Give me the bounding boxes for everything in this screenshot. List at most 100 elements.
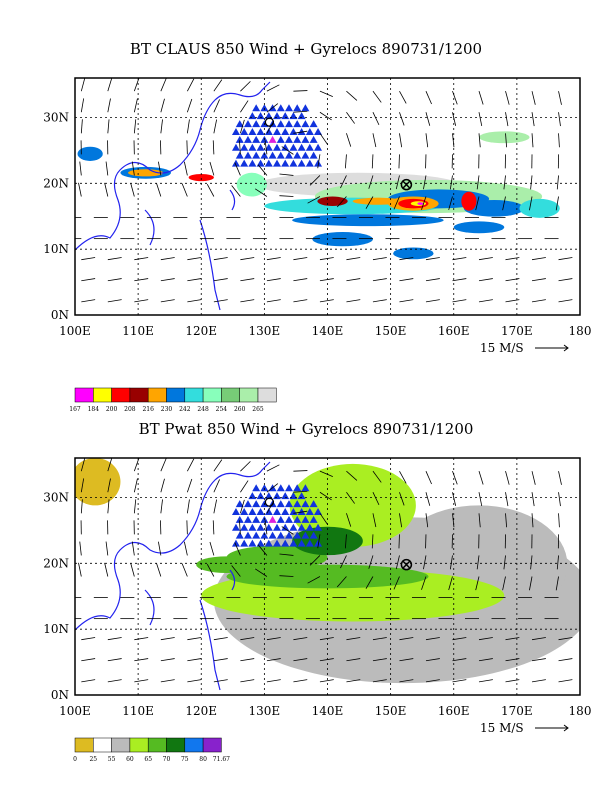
wind-vector	[531, 679, 546, 683]
wind-vector	[254, 568, 268, 577]
field-blob	[312, 232, 373, 247]
gyre-location-marker	[231, 159, 240, 167]
wind-vector	[452, 278, 467, 282]
wind-vector	[505, 112, 509, 127]
wind-vector	[105, 161, 109, 176]
wind-vector	[240, 299, 255, 303]
gyre-location-marker	[276, 484, 285, 492]
wind-vector	[558, 637, 573, 641]
gyre-location-marker	[256, 507, 265, 515]
wind-reference-arrowhead	[563, 344, 569, 352]
cyclone-center-cross	[401, 180, 411, 190]
wind-vector	[107, 78, 113, 92]
wind-vector	[134, 658, 149, 662]
gyre-location-marker	[293, 500, 302, 508]
gyre-location-marker	[273, 539, 281, 547]
gyre-location-marker	[248, 159, 257, 167]
wind-vector	[293, 490, 308, 493]
wind-vector	[425, 133, 429, 148]
wind-vector	[231, 565, 241, 577]
y-tick-label: 0N	[51, 308, 69, 322]
wind-vector	[505, 133, 508, 148]
gyre-location-marker	[293, 515, 302, 523]
wind-vector	[79, 541, 82, 556]
x-tick-label: 170E	[501, 324, 533, 338]
wind-vector	[160, 98, 165, 113]
wind-vector	[213, 257, 228, 261]
wind-vector	[556, 175, 559, 190]
wind-vector	[187, 257, 202, 261]
field-blob	[519, 198, 560, 218]
gyre-location-marker	[264, 127, 273, 135]
gyre-location-marker	[264, 539, 273, 547]
colorbar-swatch	[74, 737, 94, 753]
gyre-location-marker	[240, 127, 249, 135]
y-tick-label: 10N	[43, 242, 69, 256]
wind-vector	[78, 182, 82, 197]
wind-vector	[266, 500, 275, 514]
colorbar-swatch	[111, 387, 131, 403]
wind-vector	[213, 658, 228, 662]
gyre-location-marker	[231, 127, 240, 135]
wind-vector	[187, 299, 202, 303]
gyre-location-marker	[305, 539, 314, 547]
wind-vector	[266, 464, 280, 472]
gyre-location-marker	[235, 135, 244, 143]
gyre-location-marker	[268, 135, 277, 143]
gyre-location-marker	[309, 515, 318, 523]
gyre-location-marker	[264, 523, 273, 531]
colorbar-swatch	[257, 387, 277, 403]
wind-vector	[134, 299, 149, 303]
wind-vector	[448, 196, 453, 211]
wind-vector	[478, 112, 483, 127]
wind-vector	[531, 133, 534, 148]
wind-vector	[187, 637, 202, 641]
wind-vector	[212, 520, 215, 535]
gyre-location-marker	[276, 515, 285, 523]
wind-vector	[372, 90, 382, 103]
colorbar-label: 242	[179, 406, 191, 413]
wind-vector	[558, 112, 561, 127]
x-tick-label: 180	[569, 704, 592, 718]
wind-vector	[372, 679, 387, 683]
wind-vector	[160, 78, 167, 92]
wind-vector	[158, 161, 162, 176]
cyclone-center-marker	[400, 558, 413, 571]
wind-vector	[293, 110, 308, 113]
gyre-location-marker	[297, 127, 306, 135]
wind-vector	[133, 478, 138, 493]
gyre-location-marker	[284, 515, 293, 523]
colorbar-label: 254	[216, 406, 228, 413]
wind-vector	[183, 541, 188, 556]
wind-vector	[104, 182, 109, 197]
wind-vector	[257, 164, 268, 176]
wind-vector	[425, 112, 431, 126]
colorbar-label: 260	[234, 406, 246, 413]
wind-vector	[107, 679, 122, 683]
wind-vector	[307, 576, 321, 584]
gyre-location-marker	[293, 135, 302, 143]
wind-vector	[346, 658, 361, 662]
gyre-location-marker	[240, 523, 249, 531]
gyre-location-marker	[256, 523, 265, 531]
wind-vector	[448, 576, 453, 591]
wind-vector	[213, 79, 223, 92]
chart-title-top: BT CLAUS 850 Wind + Gyrelocs 890731/1200	[129, 40, 483, 58]
gyre-location-marker	[305, 127, 314, 135]
wind-vector	[452, 679, 467, 683]
wind-vector	[344, 534, 347, 549]
wind-vector	[156, 183, 162, 197]
wind-vector	[293, 637, 308, 641]
colorbar-swatch	[129, 387, 149, 403]
wind-vector	[134, 637, 149, 641]
x-tick-label: 100E	[59, 324, 91, 338]
gyre-location-marker	[289, 539, 298, 547]
wind-vector	[240, 637, 255, 641]
wind-vector	[293, 90, 308, 92]
wind-vector	[266, 257, 281, 261]
wind-vector	[186, 98, 193, 113]
gyre-location-marker	[305, 507, 314, 515]
wind-vector	[399, 112, 405, 126]
wind-vector	[425, 91, 432, 105]
gyre-location-marker	[301, 515, 310, 523]
